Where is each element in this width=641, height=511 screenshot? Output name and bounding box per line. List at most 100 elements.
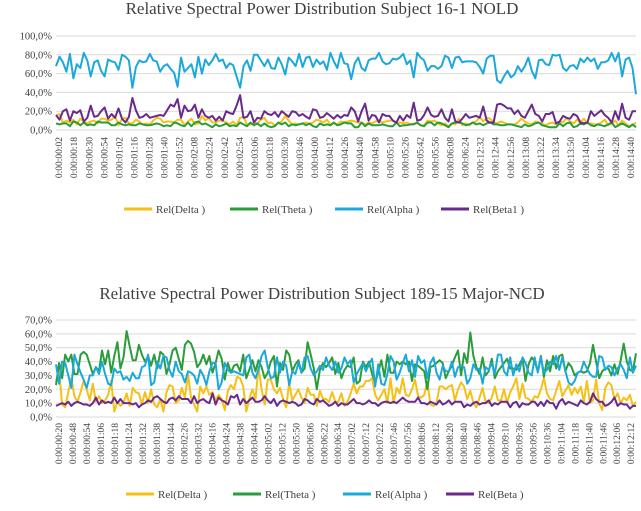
x-tick-label: 0:00:01:18: [111, 423, 121, 464]
x-tick-label: 0:00:02:54: [236, 137, 246, 178]
x-tick-label: 0:00:03:32: [195, 423, 205, 464]
x-tick-label: 0:00:01:38: [153, 423, 163, 464]
y-tick-label: 60,0%: [25, 329, 52, 340]
x-tick-label: 0:00:14:04: [582, 137, 592, 178]
x-tick-label: 0:00:06:08: [447, 137, 457, 178]
x-tick-label: 0:00:01:28: [146, 137, 156, 178]
legend-label: Rel(Theta ): [265, 489, 316, 501]
legend-label: Rel(Delta ): [156, 204, 206, 216]
y-tick-label: 30,0%: [25, 371, 52, 382]
x-tick-label: 0:00:08:46: [474, 423, 484, 464]
x-tick-label: 0:00:00:02: [55, 137, 65, 178]
x-tick-label: 0:00:06:06: [306, 423, 316, 464]
x-tick-label: 0:00:11:18: [571, 423, 581, 464]
y-tick-label: 20,0%: [25, 107, 52, 118]
x-tick-label: 0:00:00:18: [70, 137, 80, 178]
x-tick-label: 0:00:05:42: [416, 137, 426, 178]
x-tick-label: 0:00:04:38: [237, 423, 247, 464]
x-tick-label: 0:00:13:50: [567, 137, 577, 178]
x-tick-label: 0:00:05:10: [386, 137, 396, 178]
y-tick-label: 0,0%: [30, 413, 52, 424]
y-tick-label: 50,0%: [25, 343, 52, 354]
x-tick-label: 0:00:01:16: [130, 137, 140, 178]
x-tick-label: 0:00:02:24: [206, 137, 216, 178]
x-tick-label: 0:00:11:04: [557, 423, 567, 464]
x-tick-label: 0:00:09:56: [530, 423, 540, 464]
x-tick-label: 0:00:04:12: [326, 137, 336, 178]
series-line-2: [55, 349, 637, 391]
x-tick-label: 0:00:13:08: [522, 137, 532, 178]
x-tick-label: 0:00:01:06: [97, 423, 107, 464]
chart-nold: Relative Spectral Power Distribution Sub…: [20, 0, 638, 216]
x-tick-label: 0:00:06:22: [320, 423, 330, 464]
legend-label: Rel(Beta ): [478, 489, 524, 501]
x-tick-label: 0:00:04:16: [209, 423, 219, 464]
x-tick-label: 0:00:04:44: [251, 423, 261, 464]
y-tick-label: 10,0%: [25, 399, 52, 410]
chart-title: Relative Spectral Power Distribution Sub…: [99, 284, 544, 303]
x-tick-label: 0:00:00:20: [55, 423, 65, 464]
x-tick-label: 0:00:08:06: [418, 423, 428, 464]
chart-title: Relative Spectral Power Distribution Sub…: [126, 0, 519, 18]
x-tick-label: 0:00:09:04: [488, 423, 498, 464]
series-line-3: [55, 392, 636, 410]
x-tick-label: 0:00:05:56: [432, 137, 442, 178]
x-tick-label: 0:00:00:30: [85, 137, 95, 178]
legend-label: Rel(Delta ): [158, 489, 208, 501]
x-tick-label: 0:00:07:56: [404, 423, 414, 464]
x-tick-label: 0:00:03:18: [266, 137, 276, 178]
x-tick-label: 0:00:05:26: [401, 137, 411, 178]
y-tick-label: 60,0%: [25, 69, 52, 80]
x-tick-label: 0:00:04:40: [356, 137, 366, 178]
y-tick-label: 20,0%: [25, 385, 52, 396]
x-tick-label: 0:00:01:24: [125, 423, 135, 464]
x-tick-label: 0:00:07:02: [348, 423, 358, 464]
x-tick-label: 0:00:08:20: [446, 423, 456, 464]
x-tick-label: 0:00:04:58: [371, 137, 381, 178]
x-tick-label: 0:00:05:02: [264, 423, 274, 464]
x-tick-label: 0:00:06:24: [462, 137, 472, 178]
x-tick-label: 0:00:10:36: [543, 423, 553, 464]
legend-label: Rel(Alpha ): [375, 489, 428, 501]
x-tick-label: 0:00:12:56: [507, 137, 517, 178]
x-tick-label: 0:00:05:50: [292, 423, 302, 464]
series-line-2: [55, 51, 637, 95]
x-tick-label: 0:00:01:40: [161, 137, 171, 178]
x-tick-label: 0:00:08:12: [432, 423, 442, 464]
x-tick-label: 0:00:14:16: [597, 137, 607, 178]
y-tick-label: 40,0%: [25, 88, 52, 99]
x-tick-label: 0:00:00:54: [83, 423, 93, 464]
x-tick-label: 0:00:07:46: [390, 423, 400, 464]
x-tick-label: 0:00:04:26: [341, 137, 351, 178]
x-tick-label: 0:00:04:00: [311, 137, 321, 178]
legend-label: Rel(Beta1 ): [473, 204, 524, 216]
x-tick-label: 0:00:02:08: [191, 137, 201, 178]
x-tick-label: 0:00:01:44: [167, 423, 177, 464]
x-tick-label: 0:00:01:02: [115, 137, 125, 178]
series-line-3: [55, 94, 636, 125]
x-tick-label: 0:00:02:26: [181, 423, 191, 464]
series-line-1: [55, 120, 637, 129]
x-tick-label: 0:00:03:30: [281, 137, 291, 178]
x-tick-label: 0:00:04:24: [223, 423, 233, 464]
x-tick-label: 0:00:12:12: [627, 423, 637, 464]
x-tick-label: 0:00:06:34: [334, 423, 344, 464]
x-tick-label: 0:00:12:44: [492, 137, 502, 178]
x-tick-label: 0:00:13:22: [537, 137, 547, 178]
chart-major-ncd: Relative Spectral Power Distribution Sub…: [25, 284, 637, 501]
x-tick-label: 0:00:13:34: [552, 137, 562, 178]
x-tick-label: 0:00:12:32: [477, 137, 487, 178]
y-tick-label: 0,0%: [30, 126, 52, 137]
x-tick-label: 0:00:08:40: [460, 423, 470, 464]
y-tick-label: 80,0%: [25, 50, 52, 61]
x-tick-label: 0:00:03:46: [296, 137, 306, 178]
x-tick-label: 0:00:03:06: [251, 137, 261, 178]
x-tick-label: 0:00:00:54: [100, 137, 110, 178]
y-tick-label: 70,0%: [25, 316, 52, 327]
x-tick-label: 0:00:01:52: [176, 137, 186, 178]
legend-label: Rel(Theta ): [262, 204, 313, 216]
y-tick-label: 40,0%: [25, 357, 52, 368]
x-tick-label: 0:00:12:06: [613, 423, 623, 464]
y-tick-label: 100,0%: [20, 32, 53, 43]
